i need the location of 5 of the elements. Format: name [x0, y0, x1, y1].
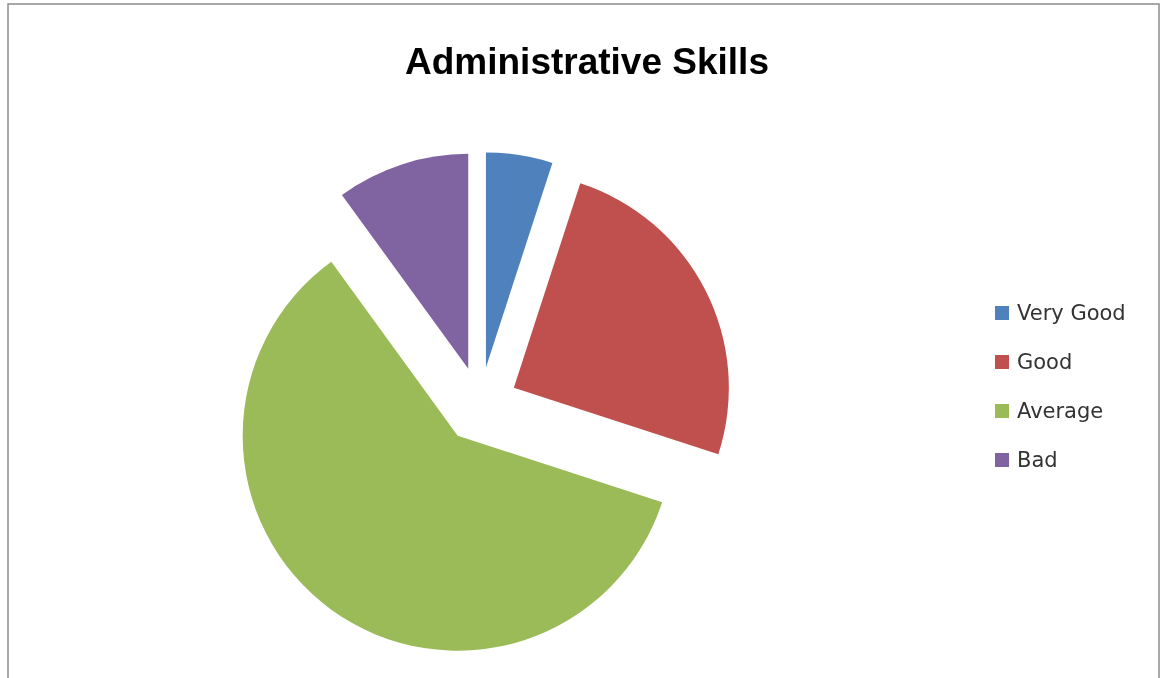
legend-label: Average — [1017, 399, 1104, 423]
legend-label: Good — [1017, 350, 1073, 374]
legend-label: Very Good — [1017, 301, 1126, 325]
chart-title: Administrative Skills — [405, 41, 769, 82]
legend-label: Bad — [1017, 448, 1058, 472]
